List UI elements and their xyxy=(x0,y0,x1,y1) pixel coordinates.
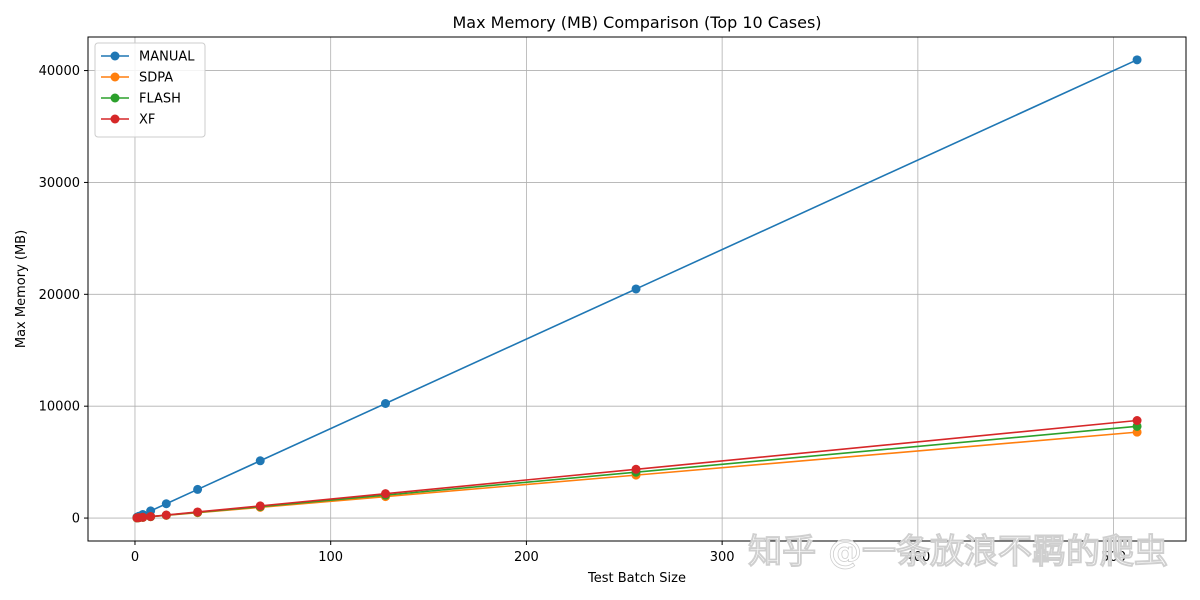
x-tick-label: 100 xyxy=(318,550,343,565)
legend-item: SDPA xyxy=(101,71,173,86)
legend-label: MANUAL xyxy=(139,50,195,65)
y-tick-label: 30000 xyxy=(39,176,80,191)
legend-item: FLASH xyxy=(101,92,181,107)
data-point xyxy=(161,499,171,509)
grid-lines xyxy=(88,37,1186,541)
data-point xyxy=(631,464,641,474)
series-lines xyxy=(132,55,1142,523)
data-point xyxy=(631,284,641,294)
plot-frame xyxy=(87,36,1187,542)
data-point xyxy=(193,484,203,494)
y-tick-label: 0 xyxy=(72,512,80,527)
data-point xyxy=(380,399,390,409)
legend-label: XF xyxy=(139,113,155,128)
watermark: 知乎 @一条放浪不羁的爬虫 xyxy=(748,532,1168,572)
legend-item: MANUAL xyxy=(101,50,195,65)
axis-ticks: 0 100 200 300 400 500 0 10000 20000 30000 40000 xyxy=(39,64,1126,565)
data-point xyxy=(146,512,156,522)
data-point xyxy=(255,456,265,466)
legend-item: XF xyxy=(101,113,155,128)
x-tick-label: 300 xyxy=(710,550,735,565)
x-tick-label: 500 xyxy=(1101,550,1126,565)
y-axis-label: Max Memory (MB) xyxy=(14,230,29,348)
data-point xyxy=(1132,55,1142,65)
legend-label: FLASH xyxy=(139,92,181,107)
data-point xyxy=(193,507,203,517)
legend-label: SDPA xyxy=(139,71,173,86)
legend-box xyxy=(94,42,206,138)
y-tick-label: 20000 xyxy=(39,288,80,303)
legend: MANUAL SDPA FLASH XF xyxy=(94,42,206,138)
x-tick-label: 0 xyxy=(131,550,139,565)
legend-marker xyxy=(110,72,120,82)
data-point xyxy=(255,501,265,511)
legend-marker xyxy=(110,114,120,124)
data-point xyxy=(138,512,148,522)
series-xf xyxy=(132,416,1142,523)
chart-title: Max Memory (MB) Comparison (Top 10 Cases… xyxy=(452,13,821,32)
legend-marker xyxy=(110,93,120,103)
data-point xyxy=(1132,416,1142,426)
x-tick-label: 200 xyxy=(514,550,539,565)
y-tick-label: 10000 xyxy=(39,400,80,415)
x-axis-label: Test Batch Size xyxy=(587,571,686,586)
legend-marker xyxy=(110,51,120,61)
data-point xyxy=(161,510,171,520)
data-point xyxy=(380,489,390,499)
y-tick-label: 40000 xyxy=(39,64,80,79)
x-tick-label: 400 xyxy=(905,550,930,565)
